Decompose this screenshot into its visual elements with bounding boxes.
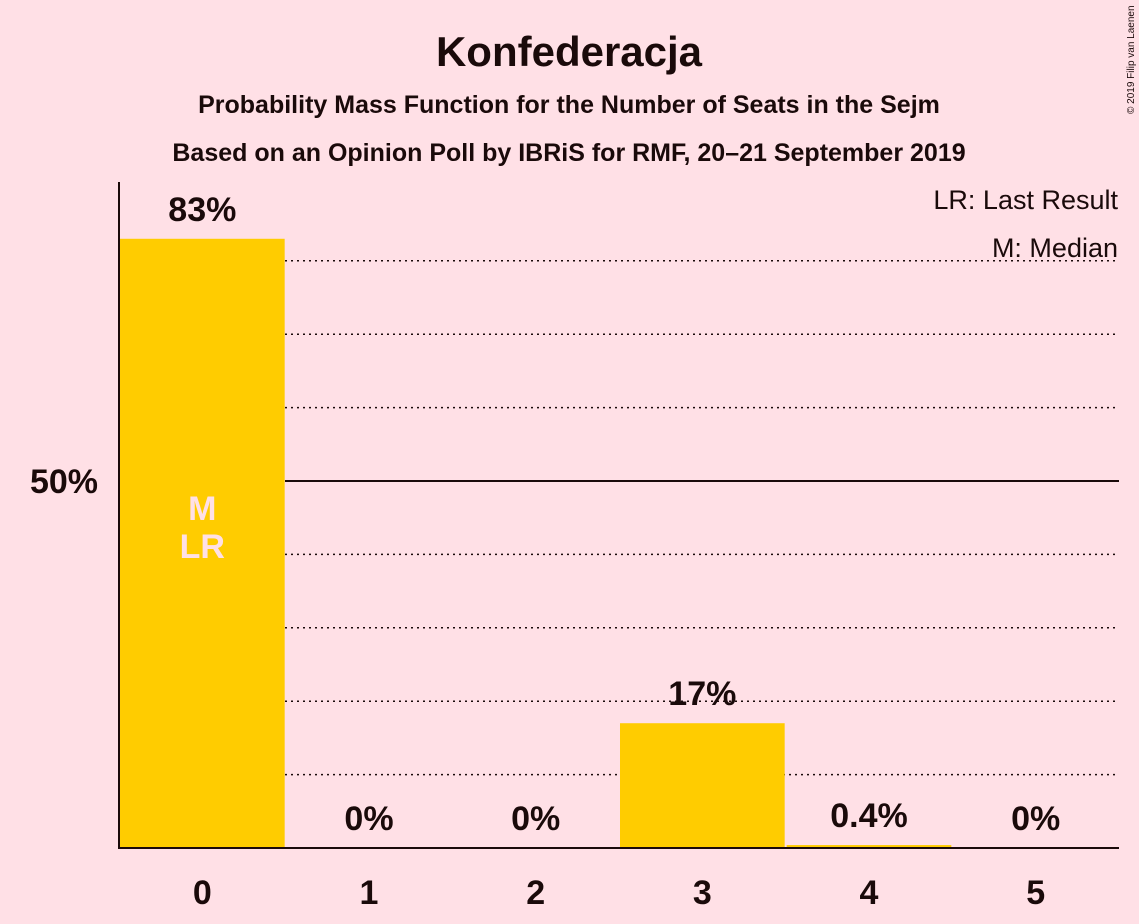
value-label-4: 0.4% — [830, 797, 908, 835]
x-tick-3: 3 — [693, 874, 712, 912]
y-tick-50: 50% — [30, 463, 98, 501]
x-tick-1: 1 — [360, 874, 379, 912]
value-label-0: 83% — [168, 191, 236, 229]
tick-labels: 0 1 2 3 4 5 50% — [30, 463, 1045, 912]
x-tick-4: 4 — [860, 874, 879, 912]
value-label-5: 0% — [1011, 800, 1060, 838]
x-tick-5: 5 — [1026, 874, 1045, 912]
value-label-2: 0% — [511, 800, 560, 838]
axes — [118, 182, 1119, 849]
bar-seats-0 — [120, 238, 285, 848]
value-label-1: 0% — [344, 800, 393, 838]
bar-seats-3 — [620, 723, 785, 848]
median-marker: M — [188, 490, 216, 528]
chart-title: Konfederacja — [436, 28, 703, 75]
gridlines — [285, 260, 1119, 776]
bar-seats-4 — [786, 845, 952, 848]
last-result-marker: LR — [180, 528, 225, 566]
data-labels: 83% 0% 0% 17% 0.4% 0% MLR — [168, 191, 1060, 838]
x-tick-0: 0 — [193, 874, 212, 912]
chart-subtitle-2: Based on an Opinion Poll by IBRiS for RM… — [172, 139, 965, 167]
bars — [120, 238, 952, 848]
x-tick-2: 2 — [526, 874, 545, 912]
copyright-notice: © 2019 Filip van Laenen — [1126, 5, 1137, 114]
legend-median: M: Median — [992, 233, 1118, 263]
chart-subtitle: Probability Mass Function for the Number… — [198, 91, 940, 119]
legend-last-result: LR: Last Result — [933, 185, 1118, 215]
value-label-3: 17% — [668, 675, 736, 713]
